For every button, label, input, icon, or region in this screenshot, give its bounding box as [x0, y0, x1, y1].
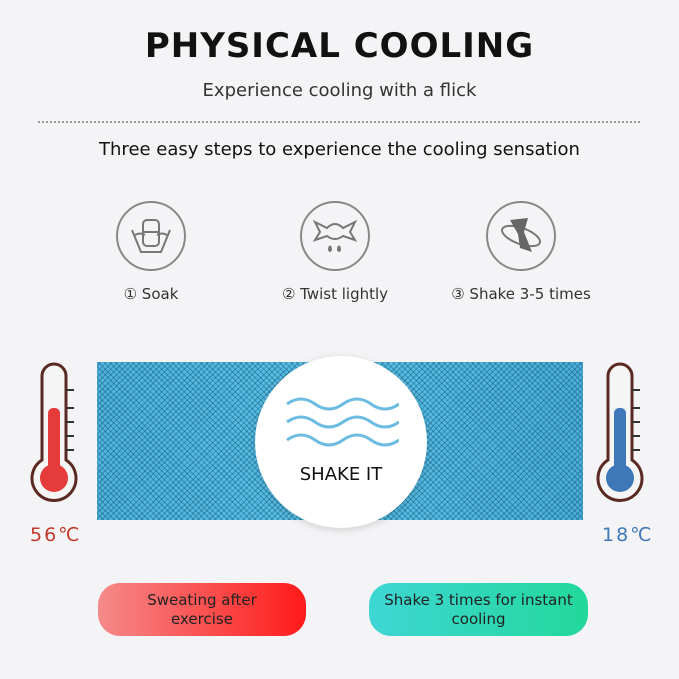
- twist-towel-icon: [300, 201, 370, 271]
- hot-temperature: 56℃: [30, 524, 82, 546]
- sweating-pill: Sweating after exercise: [98, 583, 306, 636]
- step-twist: ② Twist lightly: [235, 201, 435, 303]
- page-title: PHYSICAL COOLING: [144, 26, 535, 66]
- step-label: ② Twist lightly: [281, 285, 389, 303]
- shake-it-badge: SHAKE IT: [255, 356, 427, 528]
- step-soak: ① Soak: [51, 201, 251, 303]
- shake-towel-icon: [486, 201, 556, 271]
- pill-text: Sweating after exercise: [147, 590, 257, 628]
- soak-basin-icon: [116, 201, 186, 271]
- steps-heading: Three easy steps to experience the cooli…: [99, 139, 580, 160]
- step-label: ③ Shake 3-5 times: [451, 285, 591, 303]
- shake-it-label: SHAKE IT: [299, 464, 383, 485]
- cold-temperature: 18℃: [602, 524, 654, 546]
- step-shake: ③ Shake 3-5 times: [421, 201, 621, 303]
- subtitle: Experience cooling with a flick: [202, 80, 477, 101]
- step-label: ① Soak: [123, 285, 179, 303]
- cooling-pill: Shake 3 times for instant cooling: [369, 583, 588, 636]
- cold-thermometer-icon: [596, 362, 644, 502]
- pill-text: Shake 3 times for instant cooling: [384, 590, 573, 628]
- hot-thermometer-icon: [30, 362, 78, 502]
- dotted-divider: [38, 121, 640, 123]
- waves-icon: [286, 397, 399, 447]
